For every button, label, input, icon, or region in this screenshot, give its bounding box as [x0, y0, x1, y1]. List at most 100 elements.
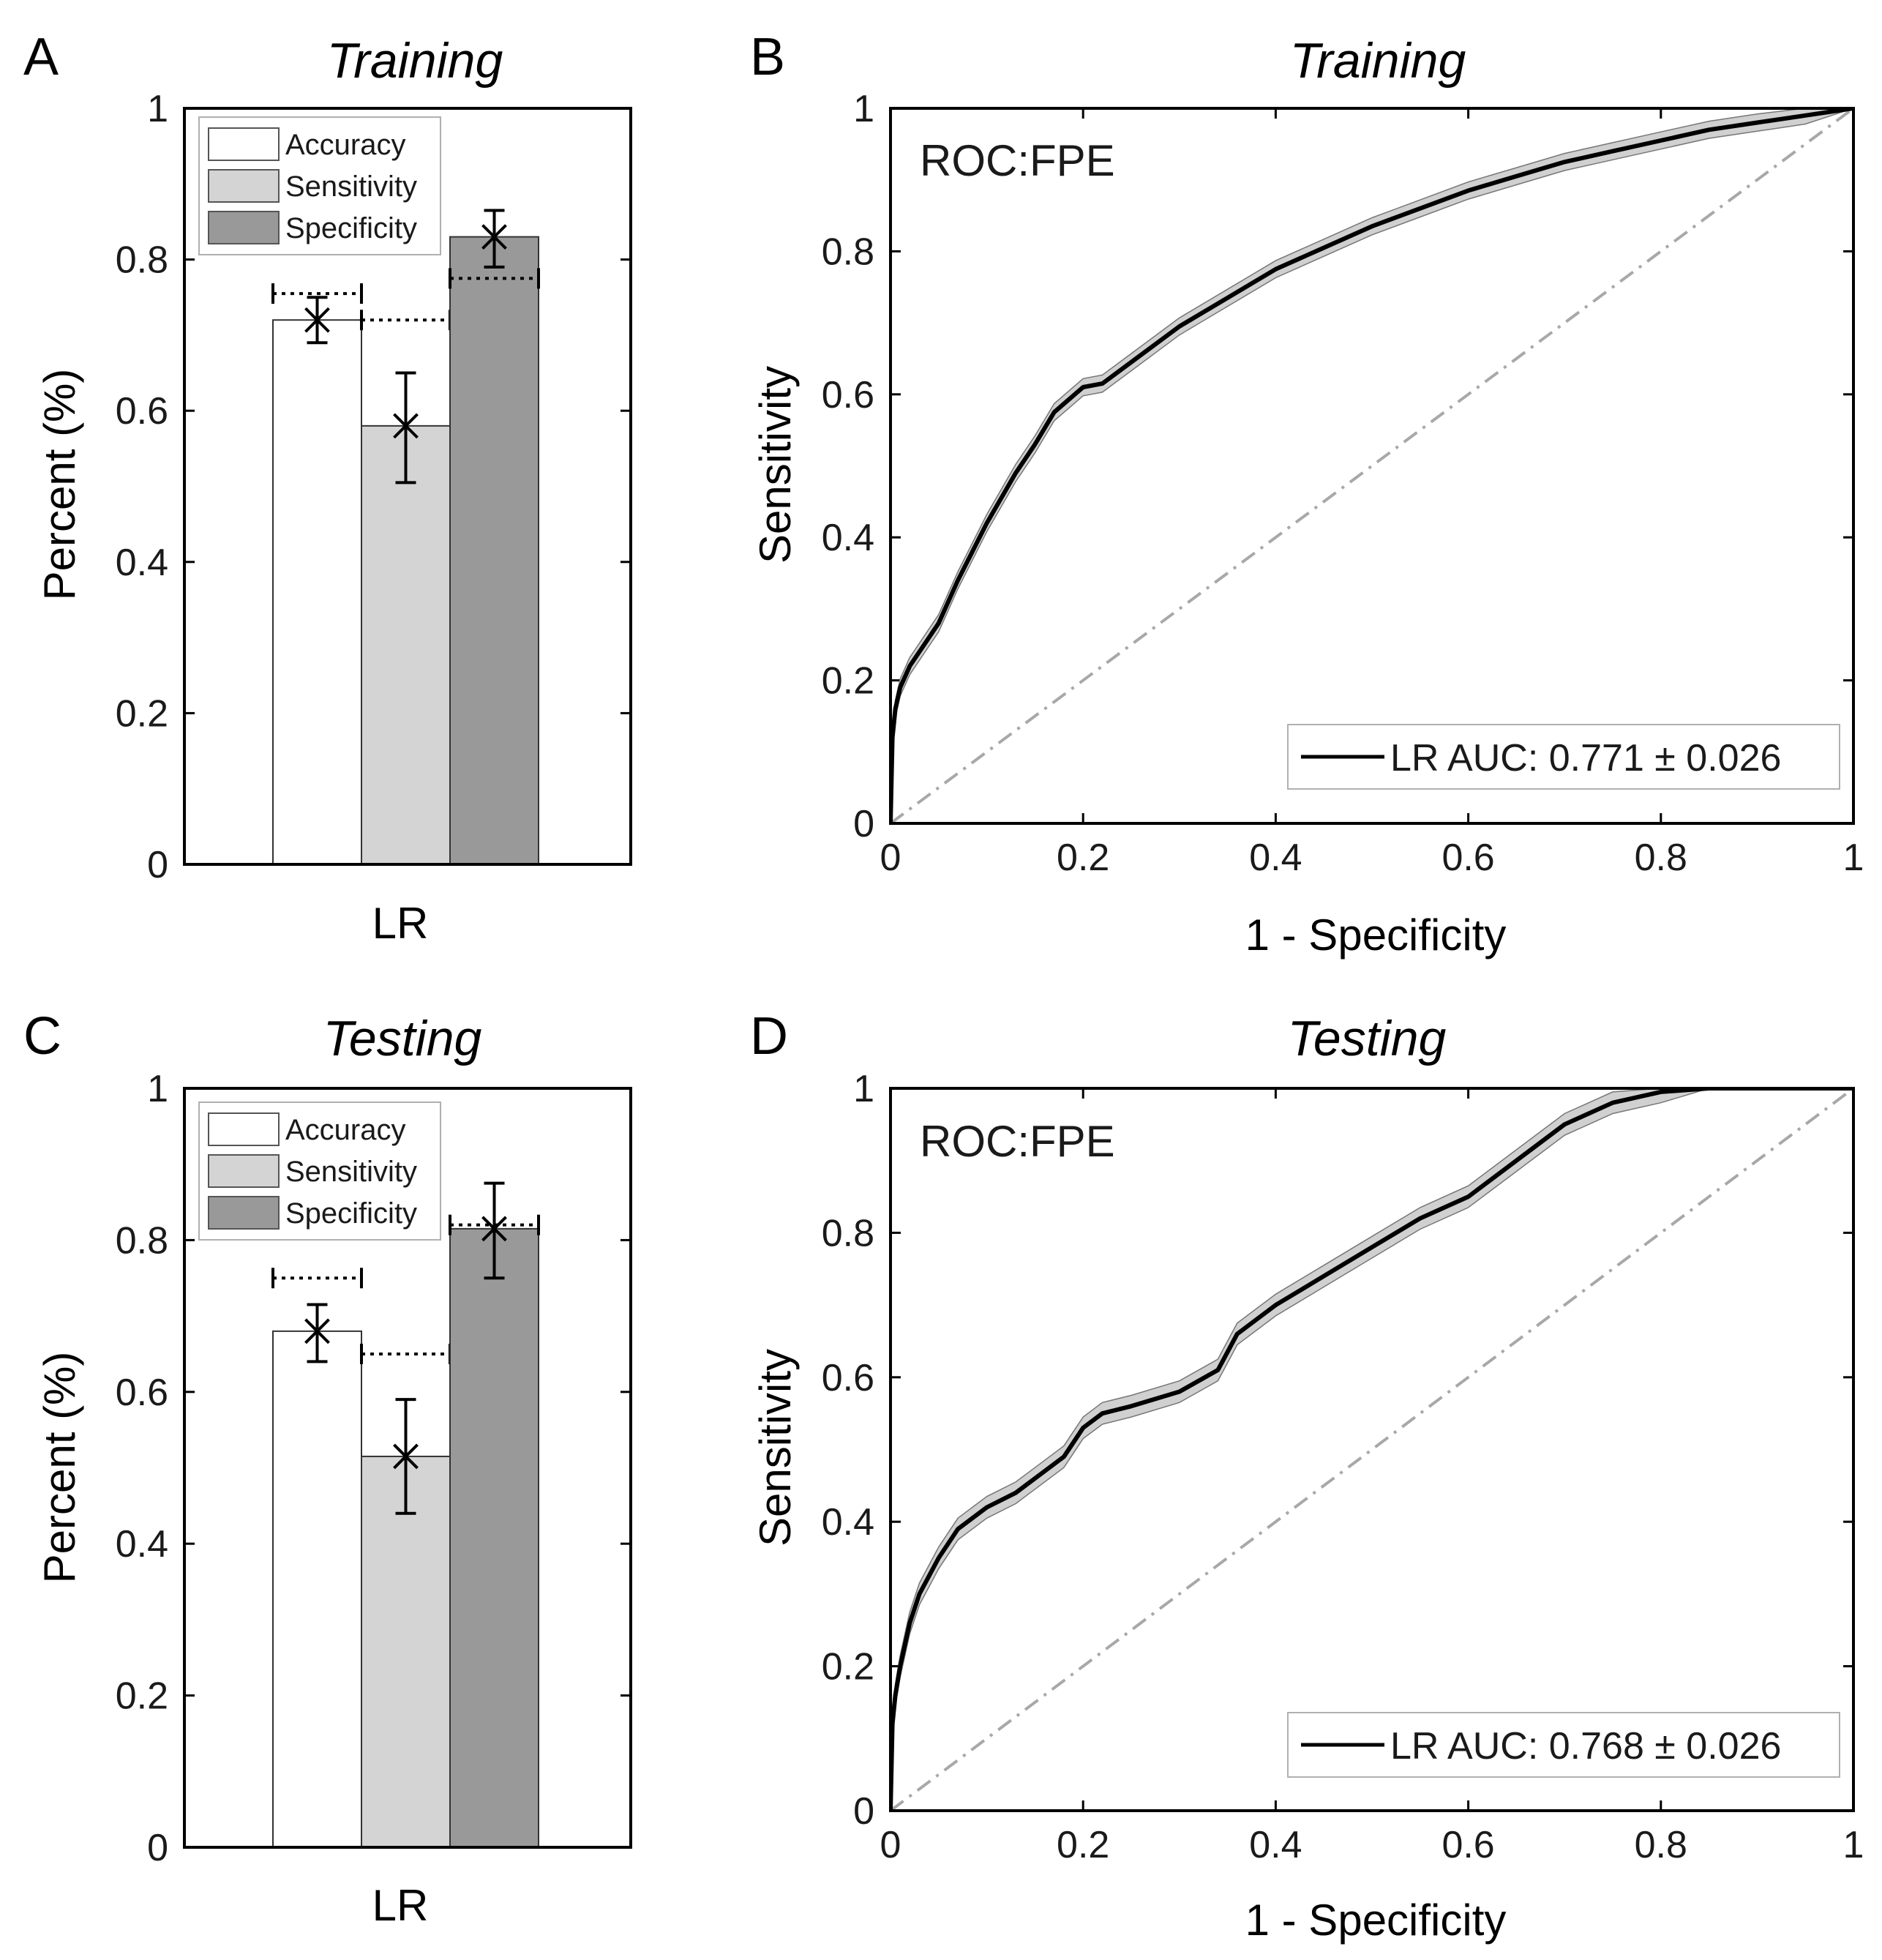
legend-label-sensitivity: Sensitivity: [285, 171, 417, 203]
legend-label-sensitivity: Sensitivity: [285, 1156, 417, 1188]
mean-marker-accuracy: [304, 1318, 330, 1344]
panel-c-y-ticks: 0 0.2 0.4 0.6 0.8 1: [116, 1068, 631, 1869]
panel-b-x-axis-label: 1 - Specificity: [1245, 910, 1507, 960]
mean-marker-accuracy: [304, 307, 330, 333]
legend-swatch-accuracy: [208, 127, 280, 161]
panel-b-annotation: ROC:FPE: [920, 136, 1115, 185]
y-tick-label: 0.2: [116, 1675, 168, 1718]
panel-b-legend-label: LR AUC: 0.771 ± 0.026: [1390, 737, 1781, 779]
x-tick-label: 0.8: [1635, 1824, 1687, 1866]
y-tick-label: 0.8: [822, 231, 874, 273]
y-tick-label: 1: [853, 88, 874, 130]
y-tick-label: 0: [147, 1827, 168, 1869]
mean-marker-specificity: [481, 224, 507, 250]
panel-letter-d: D: [750, 1007, 788, 1066]
panel-c-legend: Accuracy Sensitivity Specificity: [198, 1101, 441, 1241]
y-tick-label: 1: [853, 1068, 874, 1110]
panel-letter-c: C: [23, 1007, 61, 1066]
x-tick-label: 0.6: [1442, 837, 1494, 879]
panel-b-training-roc: B Training Sensitivity 1 - Specificity 0…: [750, 28, 1864, 960]
y-tick-label: 0.8: [116, 239, 168, 282]
y-tick-label: 0: [853, 1790, 874, 1833]
panel-letter-a: A: [23, 28, 59, 86]
bar-specificity: [449, 236, 539, 865]
panel-d-ticks: 0 0.2 0.4 0.6 0.8 1 0 0.2 0.4 0.6 0.8 1: [822, 1068, 1864, 1866]
panel-b-title: Training: [1290, 33, 1466, 89]
legend-swatch-accuracy: [208, 1112, 280, 1146]
panel-a-training-bars: A Training Percent (%) LR 0 0.2 0.4 0.6 0.8 1…: [23, 28, 632, 948]
legend-swatch-specificity: [208, 211, 280, 244]
panel-d-title: Testing: [1288, 1011, 1447, 1066]
legend-label-specificity: Specificity: [285, 1197, 417, 1230]
x-tick-label: 0.2: [1057, 837, 1109, 879]
x-tick-label: 0: [880, 837, 901, 879]
panel-b-roc-curve: [891, 108, 1853, 823]
panel-b-chance-line: [889, 107, 1855, 825]
bar-sensitivity: [361, 1455, 451, 1848]
y-tick-label: 0: [853, 803, 874, 845]
x-tick-label: 0.8: [1635, 837, 1687, 879]
panel-b-ticks: 0 0.2 0.4 0.6 0.8 1 0 0.2 0.4 0.6 0.8 1: [822, 88, 1864, 879]
y-tick-label: 1: [147, 88, 168, 130]
panel-a-y-axis-label: Percent (%): [35, 369, 84, 601]
y-tick-label: 0.8: [822, 1212, 874, 1254]
panel-c-axes-frame: [183, 1087, 632, 1849]
x-tick-label: 1: [1843, 1824, 1864, 1866]
panel-d-y-axis-label: Sensitivity: [751, 1349, 800, 1546]
y-tick-label: 0.2: [116, 692, 168, 735]
legend-label-accuracy: Accuracy: [285, 129, 406, 161]
y-tick-label: 0.6: [822, 374, 874, 416]
y-tick-label: 0.4: [116, 1523, 168, 1566]
x-tick-label: 0.2: [1057, 1824, 1109, 1866]
bar-specificity: [449, 1227, 539, 1848]
x-tick-label: 0: [880, 1824, 901, 1866]
panel-d-legend-label: LR AUC: 0.768 ± 0.026: [1390, 1725, 1781, 1768]
panel-d-chance-line: [889, 1087, 1855, 1812]
x-tick-label: 0.4: [1249, 837, 1302, 879]
panel-a-legend: Accuracy Sensitivity Specificity: [198, 116, 441, 255]
panel-d-x-axis-label: 1 - Specificity: [1245, 1896, 1507, 1945]
panel-c-bars: [271, 1181, 540, 1848]
panel-b-axes-frame: [889, 107, 1855, 825]
bar-sensitivity: [361, 424, 451, 865]
y-tick-label: 0.8: [116, 1219, 168, 1262]
panel-b-legend: LR AUC: 0.771 ± 0.026: [1287, 724, 1840, 790]
panel-d-roc-curve: [891, 1088, 1853, 1811]
panel-a-axes-frame: [183, 107, 632, 866]
y-tick-label: 1: [147, 1068, 168, 1110]
legend-label-accuracy: Accuracy: [285, 1114, 406, 1146]
y-tick-label: 0.6: [116, 390, 168, 433]
panel-d-roc-confidence-band: [891, 1088, 1853, 1811]
bar-accuracy: [272, 319, 362, 865]
panel-d-annotation: ROC:FPE: [920, 1117, 1115, 1166]
y-tick-label: 0.2: [822, 660, 874, 703]
panel-c-y-axis-label: Percent (%): [35, 1352, 84, 1584]
legend-swatch-sensitivity: [208, 169, 280, 203]
x-tick-label: 1: [1843, 837, 1864, 879]
legend-swatch-sensitivity: [208, 1154, 280, 1188]
y-tick-label: 0.2: [822, 1646, 874, 1688]
panel-b-roc-confidence-band: [891, 108, 1853, 823]
y-tick-label: 0: [147, 844, 168, 886]
y-tick-label: 0.4: [822, 1501, 874, 1544]
panel-letter-b: B: [750, 28, 785, 86]
panel-c-title: Testing: [323, 1011, 482, 1066]
y-tick-label: 0.6: [822, 1357, 874, 1399]
legend-swatch-specificity: [208, 1196, 280, 1230]
legend-label-specificity: Specificity: [285, 212, 417, 244]
panel-a-y-ticks: 0 0.2 0.4 0.6 0.8 1: [116, 88, 631, 886]
y-tick-label: 0.4: [116, 542, 168, 584]
x-tick-label: 0.6: [1442, 1824, 1494, 1866]
panel-c-category-label: LR: [372, 1881, 429, 1930]
panel-a-category-label: LR: [372, 899, 429, 948]
bar-accuracy: [272, 1330, 362, 1848]
panel-d-axes-frame: [889, 1087, 1855, 1812]
mean-marker-sensitivity: [393, 413, 419, 439]
panel-a-bars: [271, 209, 540, 865]
x-tick-label: 0.4: [1249, 1824, 1302, 1866]
mean-marker-sensitivity: [393, 1443, 419, 1470]
panel-a-title: Training: [327, 33, 503, 89]
panel-b-y-axis-label: Sensitivity: [751, 366, 800, 564]
y-tick-label: 0.4: [822, 517, 874, 559]
